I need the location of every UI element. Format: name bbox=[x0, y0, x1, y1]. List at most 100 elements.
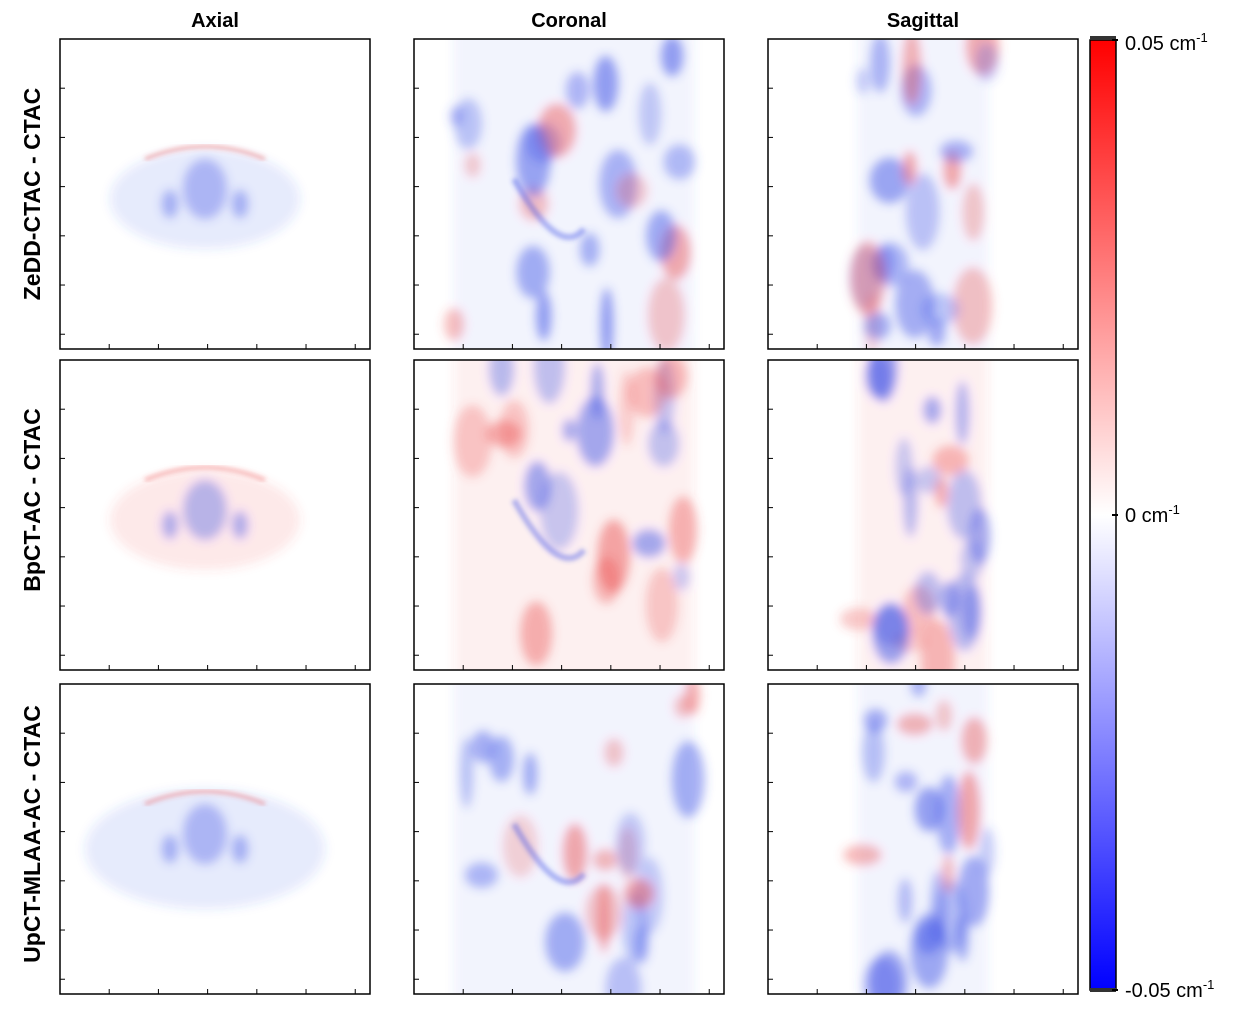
blobs bbox=[453, 360, 698, 670]
structure bbox=[623, 878, 654, 909]
row-label: ZeDD-CTAC - CTAC bbox=[19, 88, 45, 301]
bone bbox=[162, 511, 178, 539]
structure bbox=[840, 607, 877, 631]
structure bbox=[870, 39, 890, 93]
column-titles: Axial Coronal Sagittal bbox=[191, 10, 959, 32]
structure bbox=[605, 957, 642, 994]
structure bbox=[634, 925, 649, 964]
structure bbox=[939, 140, 973, 163]
image bbox=[414, 360, 724, 670]
structure bbox=[628, 367, 666, 418]
structure bbox=[914, 787, 944, 832]
structure bbox=[516, 124, 551, 197]
structure bbox=[597, 883, 611, 954]
structure bbox=[897, 878, 913, 924]
blobs bbox=[110, 149, 300, 249]
structure bbox=[902, 39, 922, 106]
structure bbox=[663, 144, 696, 180]
structure bbox=[565, 71, 590, 109]
structure bbox=[615, 812, 645, 875]
structure bbox=[961, 717, 988, 764]
structure bbox=[939, 581, 960, 617]
axes-frame bbox=[413, 359, 725, 671]
blobs bbox=[840, 360, 991, 670]
image bbox=[60, 684, 370, 994]
structure bbox=[536, 291, 552, 341]
bone bbox=[232, 190, 248, 218]
axes-frame bbox=[413, 683, 725, 995]
image-panel bbox=[767, 359, 1079, 671]
image bbox=[768, 360, 1078, 670]
colorbar-tick-label: -0.05 cm-1 bbox=[1125, 977, 1214, 1002]
blobs bbox=[85, 789, 325, 909]
tick-exponent: -1 bbox=[1196, 30, 1208, 45]
structure bbox=[593, 849, 618, 871]
structure bbox=[618, 369, 635, 447]
structure bbox=[855, 67, 870, 95]
structure bbox=[955, 381, 970, 445]
structure bbox=[957, 771, 980, 850]
image bbox=[414, 39, 724, 349]
structure bbox=[647, 277, 685, 349]
structure bbox=[460, 737, 474, 809]
blobs bbox=[843, 684, 996, 994]
bone bbox=[232, 511, 248, 539]
blobs bbox=[110, 470, 300, 570]
structure bbox=[672, 563, 690, 591]
structure bbox=[920, 620, 955, 670]
structure bbox=[464, 152, 481, 178]
arc bbox=[511, 498, 587, 562]
structure bbox=[616, 173, 648, 208]
structure bbox=[872, 602, 910, 664]
structure bbox=[593, 55, 619, 112]
row-label: UpCT-MLAA-AC - CTAC bbox=[19, 705, 45, 963]
blobs bbox=[848, 39, 1000, 349]
structure bbox=[579, 232, 600, 267]
structure bbox=[850, 241, 886, 317]
structure bbox=[903, 466, 918, 538]
structure bbox=[592, 557, 620, 604]
colorbar-cap bbox=[1090, 36, 1116, 40]
column-title: Coronal bbox=[531, 10, 607, 32]
structure bbox=[935, 477, 949, 508]
image bbox=[768, 684, 1078, 994]
structure bbox=[502, 815, 539, 878]
image-panel bbox=[767, 683, 1079, 995]
tick-exponent: -1 bbox=[1203, 977, 1215, 992]
structure bbox=[865, 360, 891, 398]
axes-frame bbox=[767, 359, 1079, 671]
structure bbox=[638, 82, 662, 146]
structure bbox=[902, 151, 917, 185]
structure bbox=[576, 397, 614, 467]
panels bbox=[59, 38, 1079, 995]
structure bbox=[539, 471, 579, 551]
column-title: Axial bbox=[191, 10, 239, 32]
structure bbox=[453, 405, 492, 478]
rim bbox=[144, 144, 266, 161]
structure bbox=[545, 912, 585, 972]
row-label: BpCT-AC - CTAC bbox=[19, 408, 45, 592]
structure bbox=[590, 362, 605, 420]
structure bbox=[449, 105, 464, 127]
structure bbox=[975, 42, 999, 82]
colorbar-ticks: 0.05 cm-10 cm-1-0.05 cm-1 bbox=[1112, 30, 1214, 1002]
image-panel bbox=[59, 38, 371, 350]
structure bbox=[562, 418, 577, 442]
structure bbox=[863, 708, 888, 732]
colorbar-tick-label: 0 cm-1 bbox=[1125, 502, 1180, 527]
image-panel bbox=[59, 359, 371, 671]
column-title: Sagittal bbox=[887, 10, 959, 32]
image-panel bbox=[767, 38, 1079, 350]
structure bbox=[955, 915, 969, 962]
axes-frame bbox=[59, 38, 371, 350]
structure bbox=[661, 39, 684, 77]
structure bbox=[923, 396, 942, 424]
structure bbox=[941, 854, 955, 893]
structure bbox=[533, 360, 566, 404]
bone bbox=[232, 835, 248, 863]
structure bbox=[895, 270, 935, 339]
structure bbox=[896, 713, 933, 735]
structure bbox=[562, 823, 588, 882]
